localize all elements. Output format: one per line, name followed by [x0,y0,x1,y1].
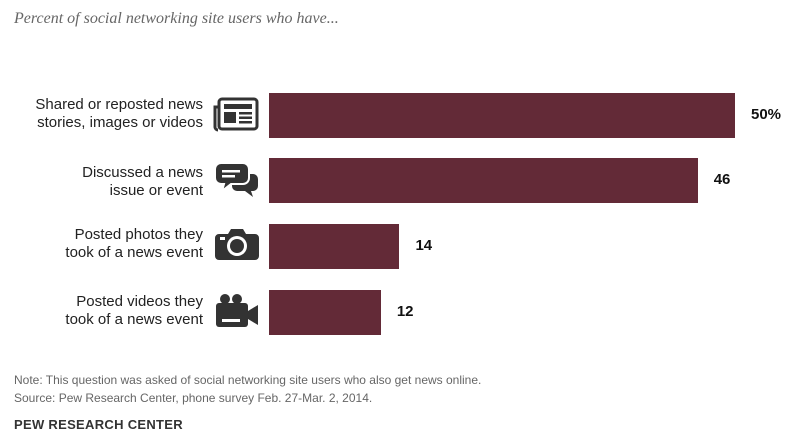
bar [269,290,381,335]
row-label-videos: Posted videos they took of a news event [3,293,203,329]
row-label-line2: took of a news event [65,311,203,328]
row-label-line1: Posted videos they [76,293,203,310]
bar-value-label: 50% [751,106,782,123]
footnote: Note: This question was asked of social … [14,373,482,387]
bar [269,93,735,138]
bar [269,158,698,203]
row-label-line2: issue or event [109,182,203,199]
row-label-line1: Posted photos they [74,226,203,243]
row-label-line1: Discussed a news [82,164,203,181]
camera-icon [215,229,259,260]
chart-subtitle: Percent of social networking site users … [14,10,339,27]
row-label-shared: Shared or reposted news stories, images … [3,96,203,132]
bar-value-label: 14 [415,237,433,254]
row-label-discussed: Discussed a news issue or event [3,164,203,200]
newspaper-icon [213,97,259,132]
bar [269,224,400,269]
source-note: Source: Pew Research Center, phone surve… [14,391,373,405]
row-label-photos: Posted photos they took of a news event [3,226,203,262]
bar-value-label: 46 [713,171,731,188]
row-label-line2: took of a news event [65,244,203,261]
video-camera-icon [216,294,258,327]
bar-value-label: 12 [396,303,414,320]
row-label-line2: stories, images or videos [37,114,203,131]
speech-bubbles-icon [214,162,258,197]
row-label-line1: Shared or reposted news [35,96,203,113]
organization-name: PEW RESEARCH CENTER [14,417,183,432]
